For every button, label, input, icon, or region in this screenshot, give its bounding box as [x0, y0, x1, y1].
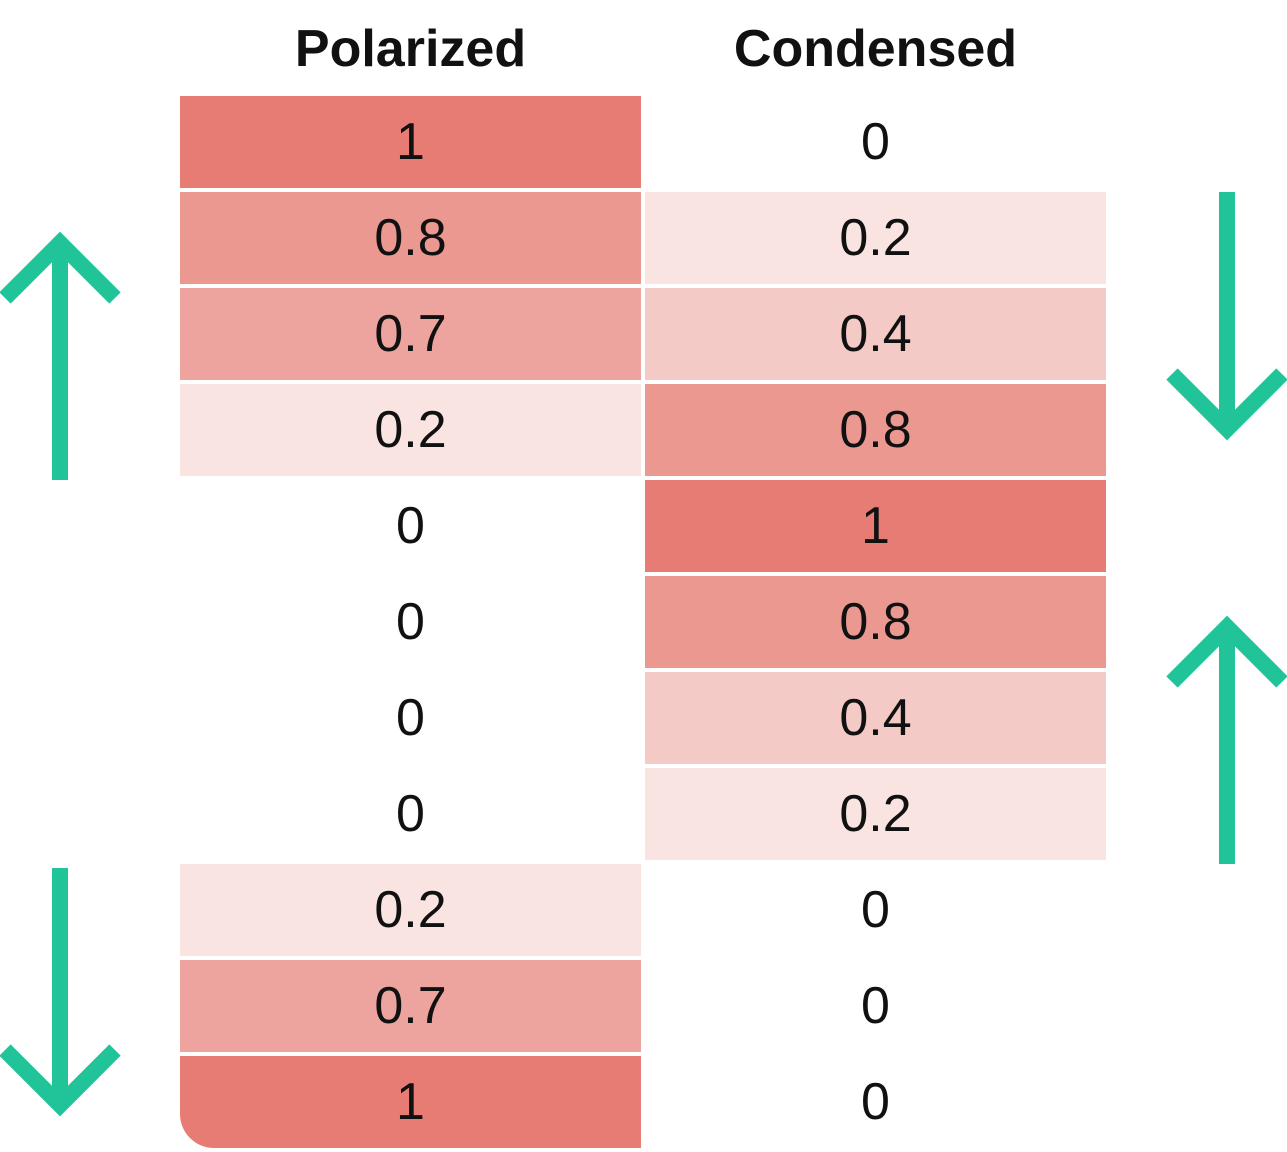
condensed-column: 0 0.2 0.4 0.8 1 0.8 0.4 0.2 0 0 0: [645, 96, 1106, 1148]
polarized-cell: 0: [180, 576, 641, 668]
down-arrow-icon: [1166, 192, 1287, 441]
condensed-cell: 0.8: [645, 384, 1106, 476]
polarized-cell: 1: [180, 96, 641, 188]
polarized-cell: 0.8: [180, 192, 641, 284]
polarized-column: 1 0.8 0.7 0.2 0 0 0 0 0.2 0.7 1: [180, 96, 641, 1148]
polarized-cell: 0.7: [180, 288, 641, 380]
condensed-cell: 1: [645, 480, 1106, 572]
condensed-cell: 0.2: [645, 768, 1106, 860]
down-arrow-icon: [0, 868, 121, 1117]
polarized-cell: 0: [180, 672, 641, 764]
condensed-cell: 0.4: [645, 672, 1106, 764]
polarized-cell: 0: [180, 768, 641, 860]
condensed-header: Condensed: [733, 20, 1018, 78]
polarized-cell: 0.2: [180, 384, 641, 476]
polarized-cell: 0.2: [180, 864, 641, 956]
condensed-cell: 0: [645, 96, 1106, 188]
up-arrow-icon: [0, 231, 121, 480]
polarized-header: Polarized: [294, 20, 527, 78]
polarized-cell: 1: [180, 1056, 641, 1148]
polarized-cell: 0: [180, 480, 641, 572]
up-arrow-icon: [1166, 615, 1287, 864]
condensed-cell: 0.8: [645, 576, 1106, 668]
condensed-cell: 0: [645, 864, 1106, 956]
condensed-cell: 0.4: [645, 288, 1106, 380]
condensed-cell: 0.2: [645, 192, 1106, 284]
condensed-cell: 0: [645, 960, 1106, 1052]
condensed-cell: 0: [645, 1056, 1106, 1148]
polarized-cell: 0.7: [180, 960, 641, 1052]
